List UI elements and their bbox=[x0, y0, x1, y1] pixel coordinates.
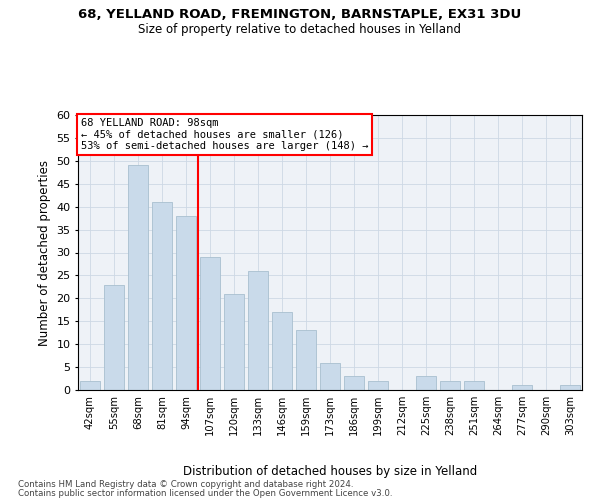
Bar bbox=[464, 381, 484, 390]
Text: Distribution of detached houses by size in Yelland: Distribution of detached houses by size … bbox=[183, 464, 477, 477]
Y-axis label: Number of detached properties: Number of detached properties bbox=[38, 160, 50, 346]
Bar bbox=[200, 257, 220, 390]
Text: 68 YELLAND ROAD: 98sqm
← 45% of detached houses are smaller (126)
53% of semi-de: 68 YELLAND ROAD: 98sqm ← 45% of detached… bbox=[80, 118, 368, 151]
Bar bbox=[128, 166, 148, 390]
Bar bbox=[416, 376, 436, 390]
Bar bbox=[512, 386, 532, 390]
Bar bbox=[224, 294, 244, 390]
Bar bbox=[104, 284, 124, 390]
Bar bbox=[368, 381, 388, 390]
Bar bbox=[152, 202, 172, 390]
Bar bbox=[440, 381, 460, 390]
Bar bbox=[344, 376, 364, 390]
Bar bbox=[296, 330, 316, 390]
Text: Contains public sector information licensed under the Open Government Licence v3: Contains public sector information licen… bbox=[18, 488, 392, 498]
Text: Contains HM Land Registry data © Crown copyright and database right 2024.: Contains HM Land Registry data © Crown c… bbox=[18, 480, 353, 489]
Text: 68, YELLAND ROAD, FREMINGTON, BARNSTAPLE, EX31 3DU: 68, YELLAND ROAD, FREMINGTON, BARNSTAPLE… bbox=[79, 8, 521, 20]
Bar bbox=[272, 312, 292, 390]
Bar bbox=[248, 271, 268, 390]
Bar bbox=[80, 381, 100, 390]
Text: Size of property relative to detached houses in Yelland: Size of property relative to detached ho… bbox=[139, 22, 461, 36]
Bar bbox=[560, 386, 580, 390]
Bar bbox=[320, 362, 340, 390]
Bar bbox=[176, 216, 196, 390]
